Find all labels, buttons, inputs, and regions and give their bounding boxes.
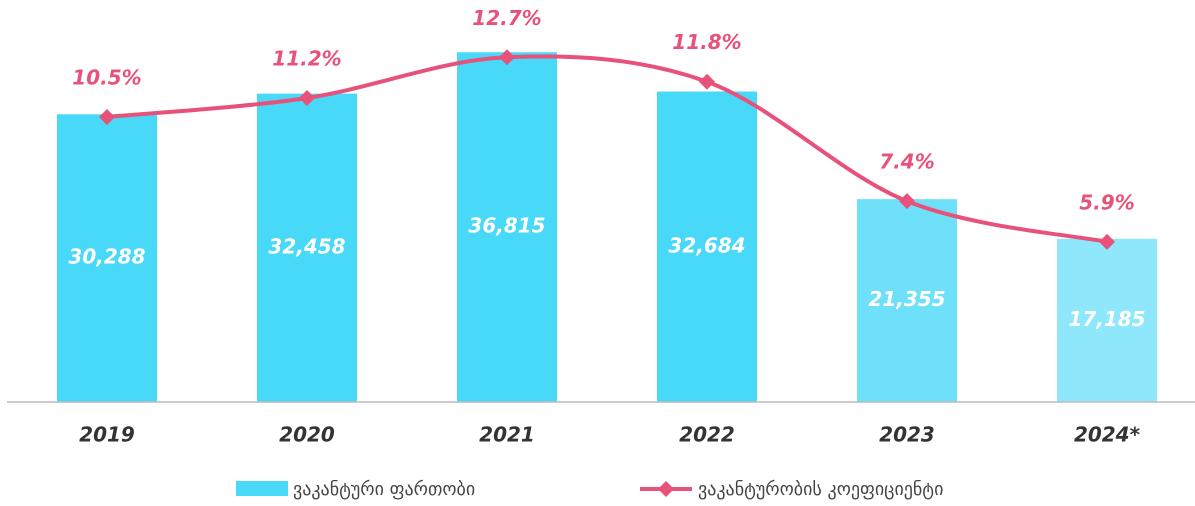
legend-label: ვაკანტური ფართობი	[293, 479, 475, 500]
line-marker	[1099, 233, 1115, 250]
line-marker	[499, 49, 515, 66]
line-marker	[699, 73, 715, 90]
legend-swatch	[236, 481, 288, 496]
x-tick-label: 2024*	[1074, 423, 1141, 447]
bar-value-label: 21,355	[868, 287, 945, 311]
line-value-label: 7.4%	[879, 150, 934, 174]
bar-value-label: 32,458	[268, 234, 345, 258]
line-value-label: 11.8%	[672, 30, 741, 54]
bar	[857, 199, 957, 402]
bar	[457, 52, 557, 402]
bar-value-label: 30,288	[68, 245, 145, 269]
bar	[257, 93, 357, 403]
line	[106, 54, 1108, 244]
line-marker	[99, 109, 115, 125]
bar	[657, 91, 757, 402]
line-value-label: 10.5%	[72, 66, 141, 90]
line-marker	[899, 193, 915, 210]
line-value-label: 11.2%	[272, 47, 341, 71]
bar-value-label: 17,185	[1068, 307, 1145, 331]
bar	[57, 114, 157, 402]
x-tick-label: 2022	[679, 423, 735, 447]
legend-label: ვაკანტურობის კოეფიციენტი	[698, 479, 943, 500]
x-tick-label: 2021	[479, 423, 535, 447]
legend-swatch	[658, 481, 674, 497]
x-tick-label: 2019	[79, 423, 135, 447]
x-tick-label: 2023	[879, 423, 935, 447]
bar	[1057, 238, 1157, 402]
bar-value-label: 36,815	[468, 214, 545, 238]
line-marker	[299, 90, 315, 106]
line-value-label: 12.7%	[472, 6, 541, 30]
bar-value-label: 32,684	[668, 233, 745, 257]
x-tick-label: 2020	[279, 423, 335, 447]
line-value-label: 5.9%	[1079, 190, 1134, 214]
